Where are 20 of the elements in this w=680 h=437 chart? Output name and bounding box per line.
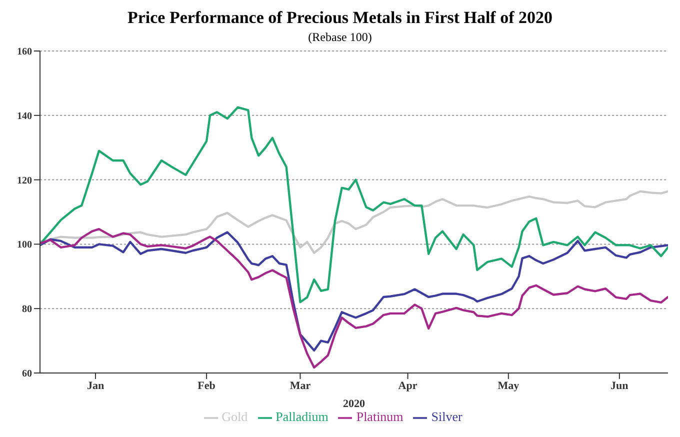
y-tick-label: 120 xyxy=(17,175,32,186)
chart-subtitle: (Rebase 100) xyxy=(307,30,373,45)
x-tick-label: Jan xyxy=(86,380,104,392)
line-series xyxy=(40,190,668,254)
y-tick-label: 60 xyxy=(22,368,32,380)
legend-label: Platinum xyxy=(356,408,404,424)
x-tick-label: May xyxy=(498,380,520,392)
y-tick-label: 140 xyxy=(17,110,32,122)
y-tick-label: 100 xyxy=(17,240,32,251)
y-tick-label: 160 xyxy=(17,46,32,58)
x-tick-label: Jun xyxy=(610,380,628,392)
y-tick-label: 80 xyxy=(22,304,32,316)
x-tick-label: Feb xyxy=(198,380,216,392)
legend-label: Silver xyxy=(431,408,462,424)
line-series xyxy=(40,106,668,304)
x-axis-title: 2020 xyxy=(343,398,366,410)
x-tick-label: Mar xyxy=(290,380,311,392)
x-tick-label: Apr xyxy=(398,380,418,392)
chart-title: Price Performance of Precious Metals in First Half of 2020 xyxy=(126,8,554,28)
legend-label: Palladium xyxy=(276,408,328,424)
